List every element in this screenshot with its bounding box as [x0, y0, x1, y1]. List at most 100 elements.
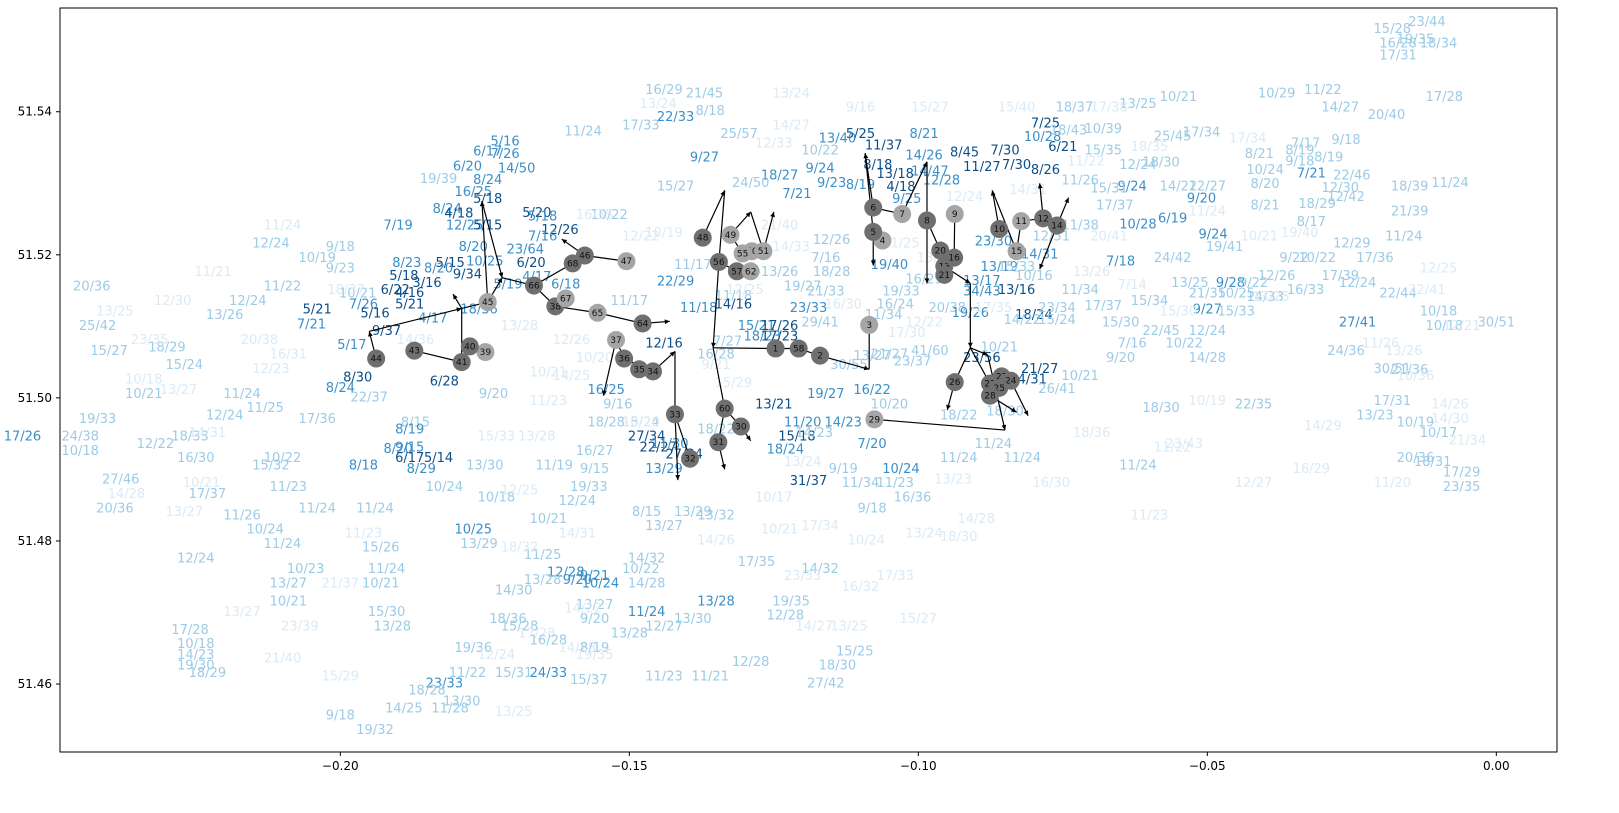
fraction-label: 6/18	[551, 277, 580, 292]
route-arrowhead	[770, 211, 775, 218]
station-node	[1048, 216, 1067, 235]
fraction-label: 7/18	[1106, 254, 1135, 269]
x-tick-label: 0.00	[1483, 759, 1510, 773]
fraction-label: 11/20	[1374, 476, 1411, 491]
fraction-label: 21/40	[264, 652, 301, 667]
fraction-label: 11/34	[1061, 283, 1098, 298]
fraction-label: 8/29	[407, 462, 436, 477]
fraction-label: 19/27	[807, 387, 844, 402]
fraction-label: 21/27	[1021, 362, 1058, 377]
fraction-label: 15/28	[501, 619, 538, 634]
fraction-label: 13/26	[1385, 344, 1422, 359]
fraction-label: 16/29	[905, 272, 942, 287]
fraction-label: 18/24	[1015, 308, 1052, 323]
fraction-label: 12/24	[206, 408, 243, 423]
fraction-label: 14/28	[1189, 351, 1226, 366]
fraction-label: 11/22	[449, 666, 486, 681]
station-node	[588, 303, 607, 322]
station-node-label: 40	[464, 342, 476, 352]
fraction-label: 14/23	[824, 415, 861, 430]
fraction-label: 17/28	[518, 626, 555, 641]
fraction-label: 11/25	[524, 548, 561, 563]
fraction-label: 12/24	[946, 190, 983, 205]
fraction-label: 14/26	[905, 149, 942, 164]
fraction-label: 11/24	[975, 437, 1012, 452]
fraction-label: 11/23	[645, 669, 682, 684]
fraction-label: 8/20	[1251, 177, 1280, 192]
fraction-label: 18/30	[1142, 156, 1179, 171]
fraction-label: 14/28	[628, 576, 665, 591]
fraction-label: 10/20	[622, 415, 659, 430]
fraction-label: 5/20	[522, 206, 551, 221]
fraction-label: 18/32	[501, 541, 538, 556]
route-arrowhead	[1037, 183, 1043, 189]
route-arrowhead	[1023, 410, 1029, 416]
fraction-label: 21/45	[686, 86, 723, 101]
fraction-label: 21/36	[1391, 363, 1428, 378]
fraction-label: 14/31	[189, 426, 226, 441]
fraction-label: 15/24	[622, 415, 659, 430]
fraction-label: 19/35	[576, 648, 613, 663]
route-arrowhead	[669, 351, 675, 357]
fraction-label: 13/28	[518, 430, 555, 445]
y-tick-label: 51.50	[18, 391, 52, 405]
fraction-label: 18/28	[813, 265, 850, 280]
fraction-label: 13/25	[1171, 276, 1208, 291]
station-node-label: 51	[758, 247, 769, 257]
fraction-label: 10/24	[848, 533, 885, 548]
station-node-label: 5	[870, 228, 876, 238]
fraction-label: 13/32	[697, 508, 734, 523]
fraction-label: 6/21	[1048, 140, 1077, 155]
route-edge	[991, 190, 1018, 252]
fraction-label: 17/26	[761, 319, 798, 334]
fraction-label: 11/23	[270, 480, 307, 495]
route-arrowhead	[1039, 263, 1044, 270]
fraction-label: 30/51	[1478, 315, 1515, 330]
station-node-label: 26	[949, 378, 961, 388]
fraction-label: 12/30	[154, 294, 191, 309]
fraction-label: 14/29	[1304, 419, 1341, 434]
station-node	[556, 289, 575, 308]
station-node	[681, 449, 700, 468]
station-node	[727, 262, 746, 281]
fraction-label: 12/24	[229, 294, 266, 309]
fraction-label: 12/22	[905, 315, 942, 330]
route-edge	[674, 414, 679, 481]
fraction-label: 14/23	[177, 648, 214, 663]
fraction-label: 10/18	[177, 637, 214, 652]
station-node-label: 24	[1005, 377, 1017, 387]
station-node	[754, 242, 773, 261]
fraction-label: 14/32	[801, 562, 838, 577]
fraction-label: 7/25	[1031, 116, 1060, 131]
station-node	[741, 262, 760, 281]
y-tick-label: 51.52	[18, 248, 52, 262]
fraction-label: 9/18	[1331, 133, 1360, 148]
station-nodes: 1234567891011121314151620212223242526282…	[367, 198, 1067, 468]
fraction-label: 14/16	[715, 297, 752, 312]
fraction-label: 10/21	[183, 476, 220, 491]
fraction-label: 18/37	[327, 283, 364, 298]
fraction-label: 12/16	[645, 337, 682, 352]
station-node	[1012, 212, 1031, 231]
station-node	[709, 252, 728, 271]
station-node-label: 2	[817, 352, 823, 362]
fraction-label: 15/29	[322, 669, 359, 684]
fraction-label: 10/20	[576, 351, 613, 366]
y-axis: 51.46 51.48 51.50 51.52 51.54	[18, 105, 60, 691]
fraction-label: 22/45	[1142, 324, 1179, 339]
route-edge	[718, 190, 726, 263]
fraction-label: 15/27	[90, 344, 127, 359]
fraction-label: 15/30	[1160, 305, 1197, 320]
fraction-label: 18/22	[697, 423, 734, 438]
station-node-label: 58	[793, 345, 805, 355]
fraction-label: 12/28	[732, 655, 769, 670]
fraction-label: 13/25	[96, 305, 133, 320]
fraction-label: 16/27	[576, 444, 613, 459]
fraction-label: 7/30	[1002, 158, 1031, 173]
fraction-label: 17/31	[1379, 48, 1416, 63]
station-node	[452, 353, 471, 372]
station-node-label: 8	[924, 216, 930, 226]
fraction-label: 17/34	[801, 519, 838, 534]
fraction-label: 10/28	[1024, 130, 1061, 145]
fraction-label: 11/21	[194, 265, 231, 280]
